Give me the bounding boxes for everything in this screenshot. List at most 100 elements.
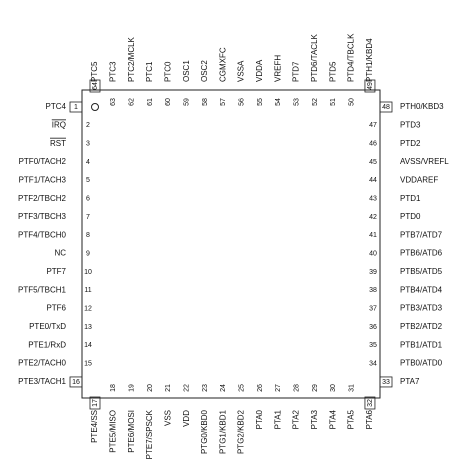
pin-number: 61 [147,98,154,106]
pin-number: 26 [257,384,264,392]
pin-number: 3 [86,141,90,148]
corner-pin-box [364,79,376,93]
pin1-marker [91,103,99,111]
pin-label: IRQ [52,120,66,129]
pin-label: VDD [182,410,191,427]
corner-pin-box [379,376,393,388]
pin-number: 19 [129,384,136,392]
pin-number: 58 [202,98,209,106]
pin-label: PTA2 [292,409,301,429]
pin-number: 41 [369,232,377,239]
pin-label: VSSA [237,60,246,82]
pin-number: 50 [348,98,355,106]
pin-label: RST [50,139,66,148]
pin-label: PTA0 [255,409,264,429]
pin-number: 62 [129,98,136,106]
pin-label: PTD1 [400,194,421,203]
pin-number: 28 [293,384,300,392]
pin-number: 35 [369,342,377,349]
pin-label: PTA5 [347,409,356,429]
pin-number: 7 [86,214,90,221]
pin-label: PTA1 [273,409,282,429]
pin-number: 20 [147,384,154,392]
pin-label: PTE0/TxD [29,322,66,331]
pin-label: PTD6/TACLK [310,33,319,82]
pin-number: 49 [367,82,374,90]
pin-label: PTC2/MCLK [127,36,136,82]
pin-label: PTF6 [46,304,66,313]
pin-label: PTB2/ATD2 [400,322,443,331]
pin-number: 27 [275,384,282,392]
pin-number: 52 [312,98,319,106]
pin-label: PTA4 [328,409,337,429]
pin-number: 30 [330,384,337,392]
pin-label: PTE2/TACH0 [18,359,66,368]
pin-number: 38 [369,287,377,294]
pin-number: 16 [72,379,80,386]
pin-number: 46 [369,141,377,148]
pin-number: 21 [165,384,172,392]
pin-number: 63 [110,98,117,106]
pin-label: PTC5 [90,61,99,82]
corner-pin-box [89,79,101,93]
pin-number: 17 [92,399,99,407]
pin-number: 14 [84,342,92,349]
corner-pin-box [69,376,83,388]
pin-label: PTH1/KBD4 [365,38,374,82]
pin-label: PTB6/ATD6 [400,249,443,258]
pin-label: PTB1/ATD1 [400,340,443,349]
pin-label: OSC1 [182,60,191,82]
pin-label: PTE4/SS [90,410,99,443]
pin-number: 4 [86,159,90,166]
pin-number: 48 [382,104,390,111]
pin-number: 23 [202,384,209,392]
pin-number: 25 [238,384,245,392]
chip-body [81,89,381,399]
pin-number: 1 [74,104,78,111]
pin-label: PTA6 [365,409,374,429]
pin-label: PTE7/SPSCK [145,409,154,459]
pin-label: PTB7/ATD7 [400,230,443,239]
pin-label: PTE3/TACH1 [18,377,66,386]
pin-number: 9 [86,250,90,257]
pin-number: 47 [369,122,377,129]
pin-number: 59 [183,98,190,106]
pin-label: VREFH [273,55,282,82]
pin-number: 42 [369,214,377,221]
pin-label: PTF3/TBCH3 [18,212,67,221]
pin-number: 24 [220,384,227,392]
pin-label: PTG2/KBD2 [237,409,246,454]
pin-label: PTC4 [46,102,67,111]
pin-label: PTF0/TACH2 [19,157,67,166]
pin-number: 31 [348,384,355,392]
pin-label: PTF2/TBCH2 [18,194,67,203]
pin-label: PTF5/TBCH1 [18,285,67,294]
pin-label: AVSS/VREFL [400,157,449,166]
pin-label: PTE6/MOSI [127,410,136,453]
pin-label: PTE1/RxD [28,340,66,349]
pin-label: NC [54,249,66,258]
pin-label: CGMXFC [218,47,227,82]
pin-number: 29 [312,384,319,392]
pin-number: 10 [84,269,92,276]
pin-number: 45 [369,159,377,166]
pin-number: 44 [369,177,377,184]
pin-label: PTD5 [328,61,337,82]
pin-number: 2 [86,122,90,129]
pin-label: PTH0/KBD3 [400,102,444,111]
pin-label: VSS [163,410,172,426]
pin-number: 43 [369,195,377,202]
pin-number: 5 [86,177,90,184]
pin-number: 13 [84,324,92,331]
pin-number: 60 [165,98,172,106]
pin-label: PTD4/TBCLK [347,33,356,82]
pin-number: 54 [275,98,282,106]
corner-pin-box [379,101,393,113]
pin-label: PTF1/TACH3 [19,175,67,184]
pin-number: 55 [257,98,264,106]
pin-label: PTC3 [108,61,117,82]
pin-label: PTD0 [400,212,421,221]
pin-label: PTA7 [400,377,420,386]
pin-number: 57 [220,98,227,106]
pin-label: PTB5/ATD5 [400,267,443,276]
